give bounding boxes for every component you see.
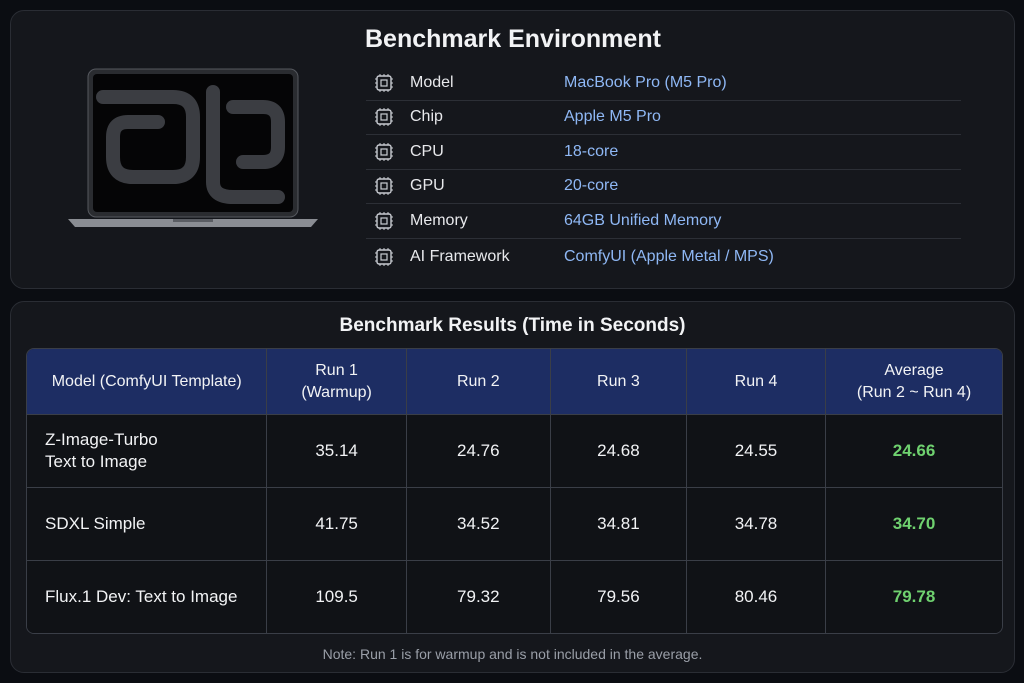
cell-text: 80.46: [734, 587, 778, 606]
time-cell: 24.55: [686, 415, 827, 488]
environment-row: GPU 20-core: [366, 169, 961, 204]
spec-label: AI Framework: [410, 248, 510, 265]
spec-value: 64GB Unified Memory: [564, 212, 722, 229]
spec-icon: [374, 247, 394, 272]
time-cell: 41.75: [267, 488, 407, 561]
spec-icon: [374, 142, 394, 167]
header-row: Model (ComfyUI Template) Run 1 (Warmup) Run…: [27, 349, 1002, 415]
average-cell: 34.70: [826, 488, 1002, 561]
time-cell: 34.78: [686, 488, 827, 561]
spec-value: ComfyUI (Apple Metal / MPS): [564, 248, 774, 265]
cell-text: 34.81: [597, 514, 640, 533]
spec-label: Model: [410, 74, 454, 91]
cell-text: Text to Image: [45, 452, 148, 471]
cell-text: 79.56: [597, 587, 640, 606]
spec-label: GPU: [410, 177, 445, 194]
cell-text: Flux.1 Dev: Text to Image: [45, 587, 238, 606]
header-text: Run 4: [734, 372, 778, 390]
average-cell: 79.78: [826, 561, 1002, 633]
results-table: Model (ComfyUI Template) Run 1 (Warmup) Run…: [26, 348, 1003, 634]
time-cell: 34.81: [550, 488, 687, 561]
environment-row: Chip Apple M5 Pro: [366, 100, 961, 135]
table-body: Z-Image-Turbo Text to Image 35.14 24.76 24.6…: [27, 415, 1002, 633]
spec-value: MacBook Pro (M5 Pro): [564, 74, 727, 91]
time-cell: 80.46: [686, 561, 827, 633]
spec-label: CPU: [410, 143, 444, 160]
header-cell: Run 1 (Warmup): [267, 349, 407, 415]
header-cell: Model (ComfyUI Template): [27, 349, 268, 415]
environment-panel: Benchmark Environment Model MacBook Pro (…: [10, 10, 1015, 289]
note: Note: Run 1 is for warmup and is not inc…: [322, 646, 703, 662]
environment-row: Memory 64GB Unified Memory: [366, 204, 961, 239]
model-cell: Flux.1 Dev: Text to Image: [27, 561, 268, 633]
spec-icon: [374, 211, 394, 236]
results-panel: Benchmark Results (Time in Seconds) Mode…: [10, 301, 1015, 673]
cell-text: 34.70: [892, 514, 936, 533]
laptop-image: [68, 68, 318, 227]
spec-label: Memory: [410, 212, 468, 229]
time-cell: 35.14: [267, 415, 407, 488]
time-cell: 79.32: [406, 561, 551, 633]
header-cell: Run 4: [686, 349, 827, 415]
header-text: Run 2: [456, 372, 500, 390]
time-cell: 24.68: [550, 415, 687, 488]
cell-text: 24.55: [734, 441, 778, 460]
header-text: Run 1: [315, 361, 358, 379]
cell-text: Z-Image-Turbo: [45, 430, 158, 449]
spec-value: 18-core: [564, 143, 619, 160]
environment-row: CPU 18-core: [366, 135, 961, 170]
cell-text: 79.32: [457, 587, 500, 606]
cell-text: 35.14: [315, 441, 358, 460]
cell-text: 109.5: [315, 587, 358, 606]
cell-text: 24.68: [597, 441, 640, 460]
environment-row: AI Framework ComfyUI (Apple Metal / MPS): [366, 240, 961, 274]
cell-text: 24.66: [892, 441, 936, 460]
time-cell: 34.52: [406, 488, 551, 561]
header-text: Average: [884, 361, 944, 379]
header-text: Model (ComfyUI Template): [51, 372, 242, 390]
average-cell: 24.66: [826, 415, 1002, 488]
cell-text: 41.75: [315, 514, 358, 533]
model-cell: Z-Image-Turbo Text to Image: [27, 415, 268, 488]
spec-label: Chip: [410, 108, 443, 125]
cell-text: 79.78: [892, 587, 936, 606]
results-title: Benchmark Results (Time in Seconds): [339, 315, 686, 336]
time-cell: 24.76: [406, 415, 551, 488]
cell-text: 34.52: [457, 514, 500, 533]
environment-row: Model MacBook Pro (M5 Pro): [366, 66, 961, 101]
spec-icon: [374, 107, 394, 132]
spec-value: 20-core: [564, 177, 619, 194]
header-cell: Average (Run 2 ~ Run 4): [826, 349, 1002, 415]
cell-text: 24.76: [457, 441, 500, 460]
environment-title: Benchmark Environment: [365, 25, 661, 53]
table-row: Z-Image-Turbo Text to Image 35.14 24.76 24.6…: [27, 415, 1002, 488]
cell-text: 34.78: [734, 514, 778, 533]
header-text: (Warmup): [301, 383, 372, 401]
spec-icon: [374, 176, 394, 201]
header-text: Run 3: [597, 372, 640, 390]
header-cell: Run 2: [406, 349, 551, 415]
cell-text: SDXL Simple: [45, 514, 146, 533]
header-text: (Run 2 ~ Run 4): [856, 383, 972, 401]
header-cell: Run 3: [550, 349, 687, 415]
time-cell: 109.5: [267, 561, 407, 633]
time-cell: 79.56: [550, 561, 687, 633]
table-row: Flux.1 Dev: Text to Image 109.5 79.32 79.56…: [27, 561, 1002, 633]
spec-value: Apple M5 Pro: [564, 108, 661, 125]
model-cell: SDXL Simple: [27, 488, 268, 561]
spec-icon: [374, 73, 394, 98]
table-row: SDXL Simple 41.75 34.52 34.81 34.78 34.70: [27, 488, 1002, 561]
